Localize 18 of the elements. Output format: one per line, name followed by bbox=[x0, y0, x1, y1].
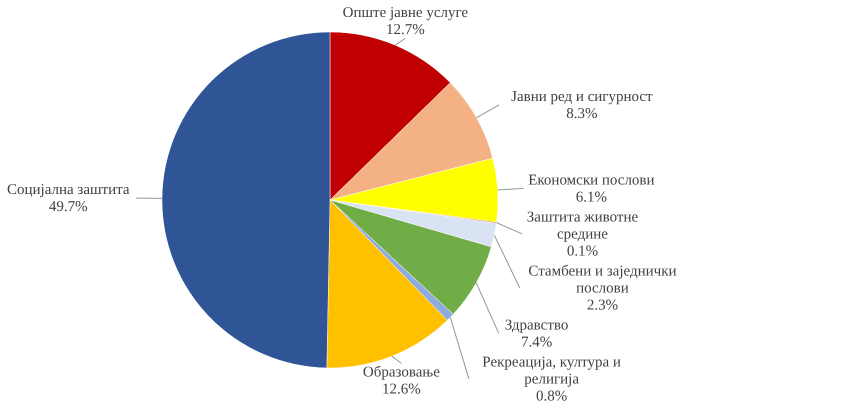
data-label: 49.7% bbox=[48, 199, 88, 216]
slice-label: Јавни ред и сигурност bbox=[511, 88, 654, 105]
data-label: 0.1% bbox=[566, 243, 598, 260]
slice-label: Заштита животне средине bbox=[526, 209, 638, 242]
slice-label: Стамбени и заједнички послови bbox=[528, 263, 677, 296]
slice-label: Опште јавне услуге bbox=[342, 5, 468, 22]
data-label: 12.6% bbox=[382, 381, 421, 398]
slice-label: Економски послови bbox=[528, 172, 655, 188]
data-label: 7.4% bbox=[520, 334, 552, 350]
slice-label: Социјална заштита bbox=[6, 182, 130, 198]
data-label: 6.1% bbox=[576, 189, 608, 206]
data-label: 0.8% bbox=[536, 388, 568, 404]
data-label: 12.7% bbox=[386, 22, 425, 38]
slice-label: Рекреација, култура и религија bbox=[482, 354, 621, 388]
slice-label: Образовање bbox=[362, 364, 440, 380]
data-label: 2.3% bbox=[586, 297, 618, 314]
data-label: 8.3% bbox=[566, 106, 598, 122]
slice-label: Здравство bbox=[504, 317, 568, 334]
